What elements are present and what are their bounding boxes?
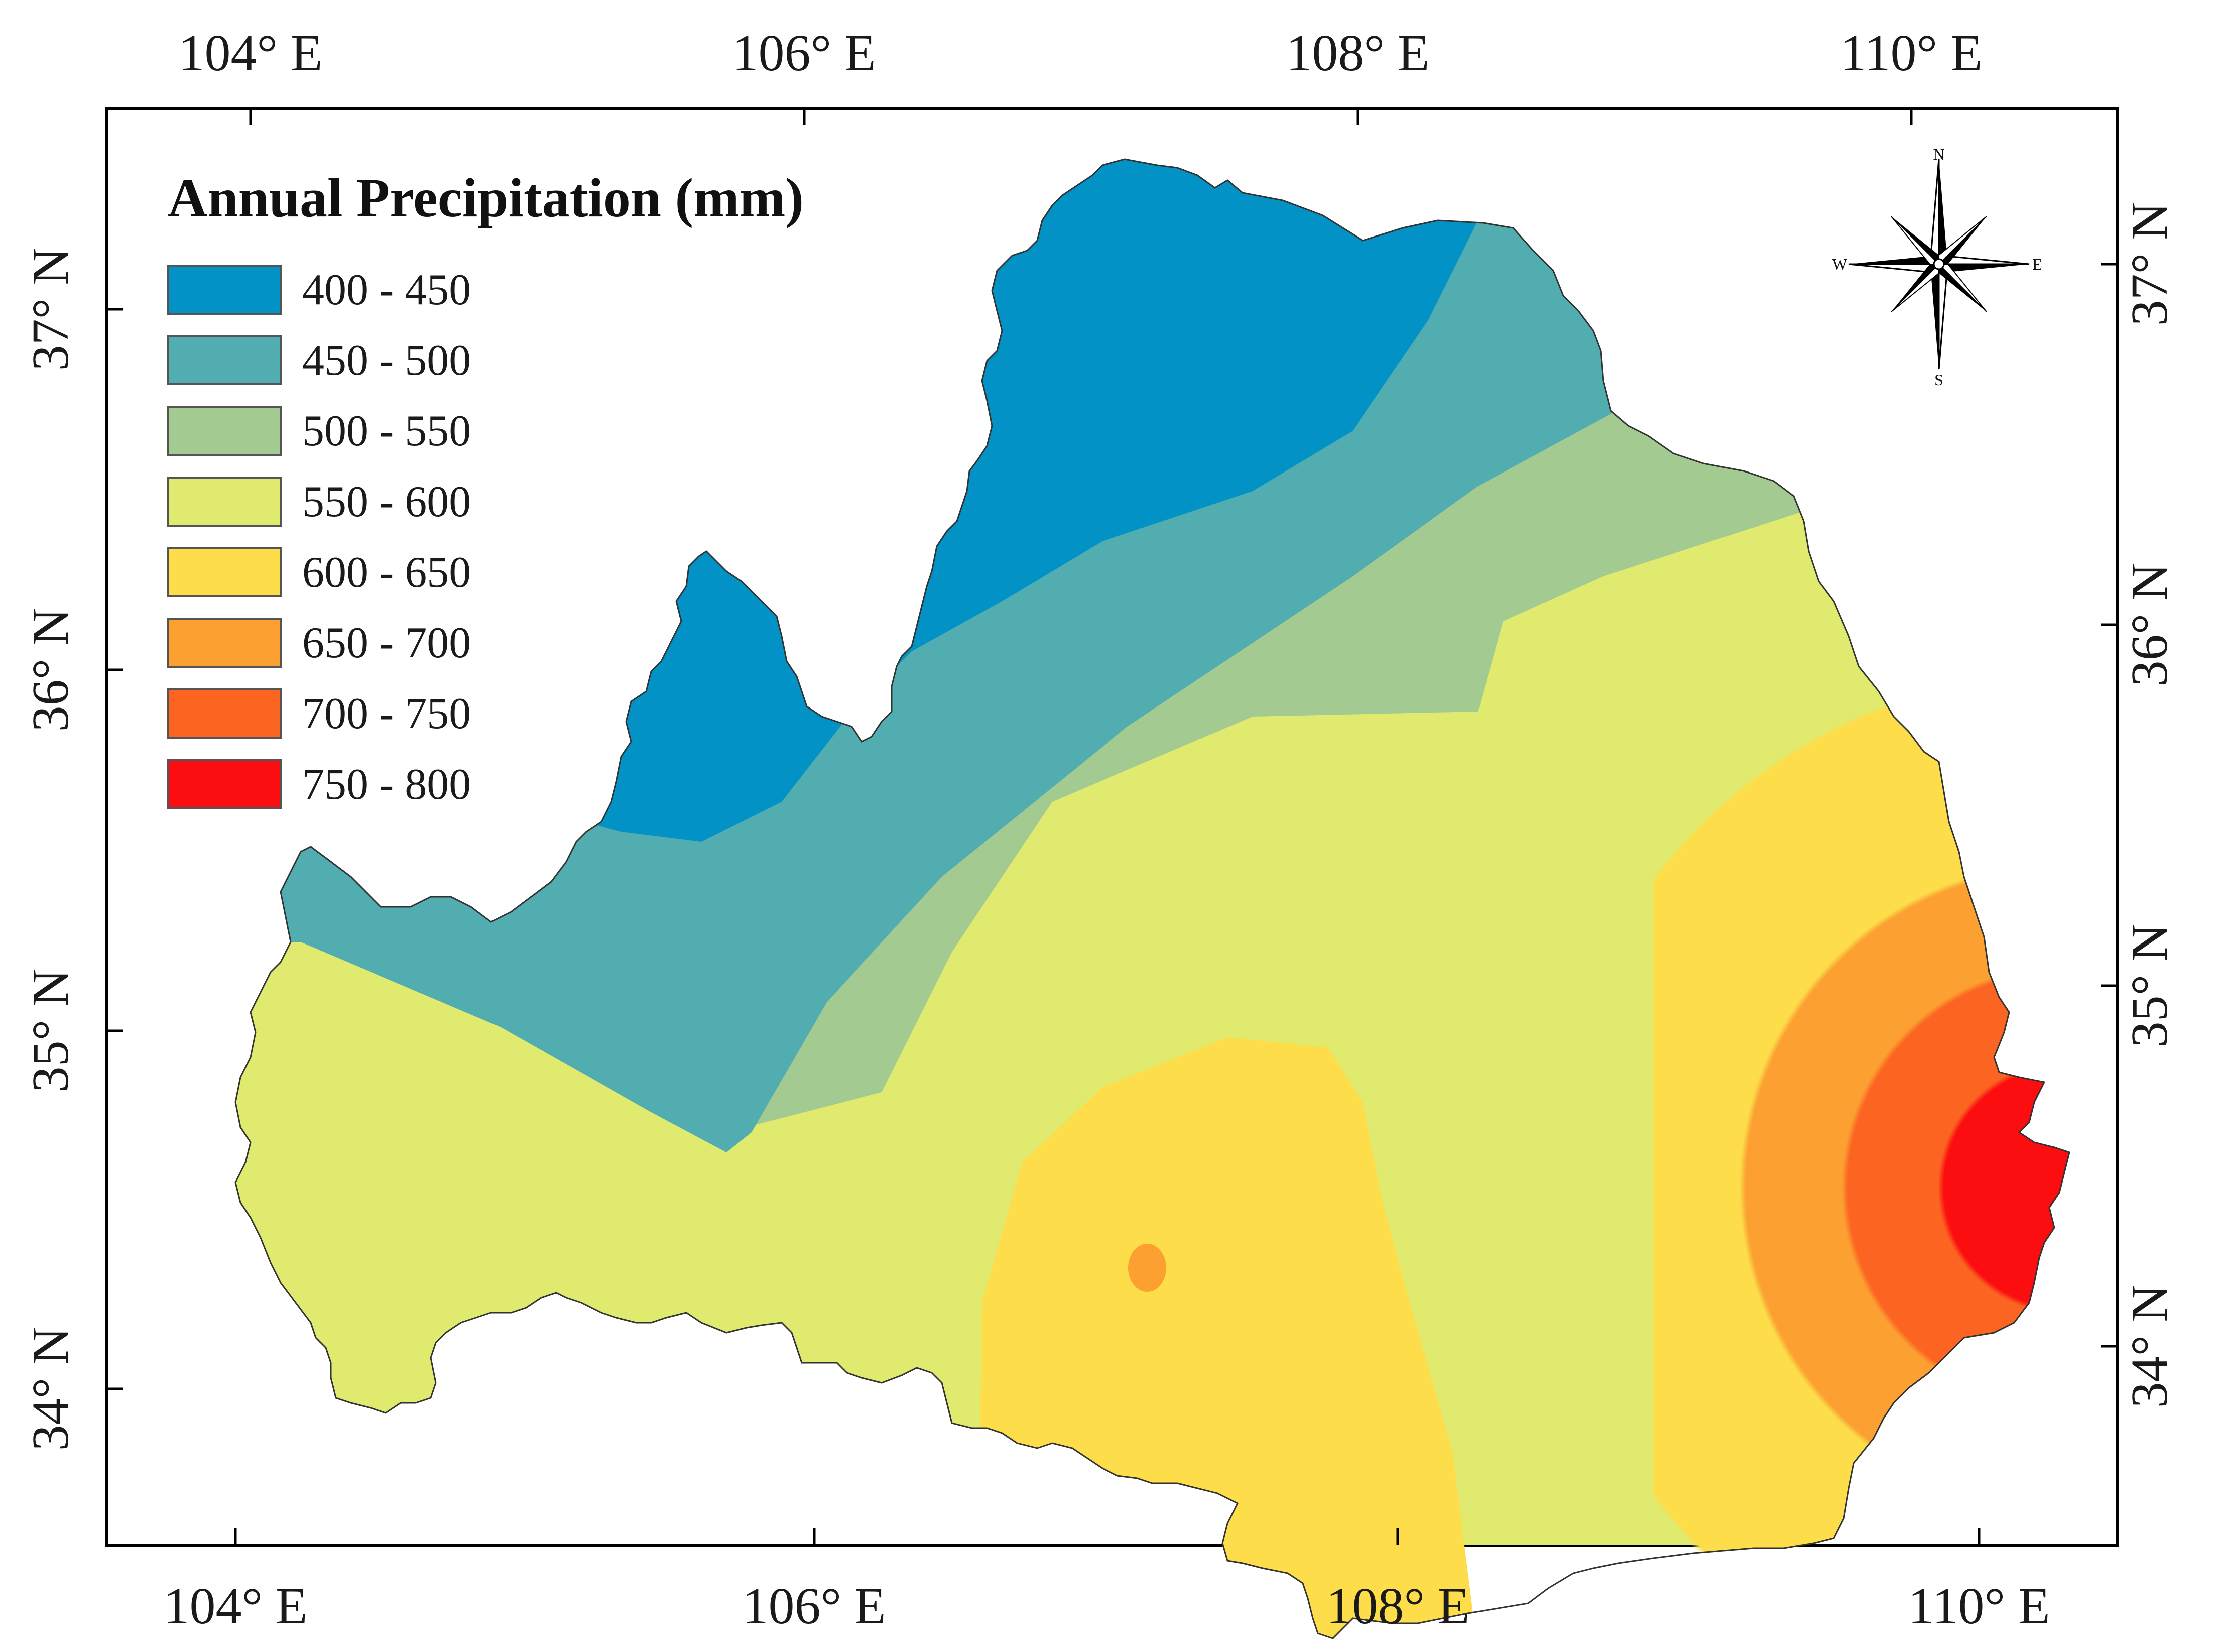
left-tick-label: 36° N [22,608,79,732]
top-tick-label: 110° E [1840,24,1982,82]
bottom-tick-label: 104° E [163,1577,307,1635]
legend-swatch [167,618,282,668]
top-tick-label: 106° E [732,24,876,82]
legend-label: 700 - 750 [302,689,471,738]
legend-label: 400 - 450 [302,266,471,314]
legend-label: 500 - 550 [302,407,471,455]
legend-swatch [167,547,282,597]
compass-s: S [1934,371,1943,389]
tick-marks [106,108,2118,1545]
legend-label: 650 - 700 [302,619,471,667]
legend-swatch [167,265,282,315]
right-tick-label: 35° N [2121,924,2178,1048]
right-tick-label: 34° N [2121,1285,2178,1408]
legend-swatch [167,335,282,385]
legend-label: 550 - 600 [302,478,471,526]
bottom-tick-label: 106° E [742,1577,886,1635]
left-tick-label: 34° N [22,1327,79,1451]
top-tick-label: 104° E [178,24,322,82]
legend-swatch [167,406,282,456]
right-tick-label: 36° N [2121,563,2178,687]
legend-label: 600 - 650 [302,548,471,597]
legend-swatch [167,759,282,809]
compass-n: N [1933,145,1944,163]
right-tick-label: 37° N [2121,202,2178,326]
compass-w: W [1832,255,1848,273]
legend-label: 450 - 500 [302,336,471,385]
compass-icon [1848,158,2030,370]
legend-swatch [167,477,282,527]
legend-items: 400 - 450 450 - 500 500 - 550 550 - 600 600 … [167,265,471,809]
zone-650-700-spot [1128,1244,1166,1292]
legend-title: Annual Precipitation (mm) [168,167,804,228]
legend: Annual Precipitation (mm) 400 - 450 450 -… [167,167,804,809]
compass-e: E [2032,255,2042,273]
left-tick-label: 37° N [22,248,79,371]
basin-outline [234,158,2070,1639]
legend-label: 750 - 800 [302,760,471,809]
left-tick-label: 35° N [22,969,79,1093]
bottom-tick-label: 108° E [1326,1577,1469,1635]
bottom-tick-label: 110° E [1908,1577,2050,1635]
compass-rose: N S E W [1832,145,2042,389]
top-tick-label: 108° E [1286,24,1429,82]
legend-swatch [167,688,282,739]
